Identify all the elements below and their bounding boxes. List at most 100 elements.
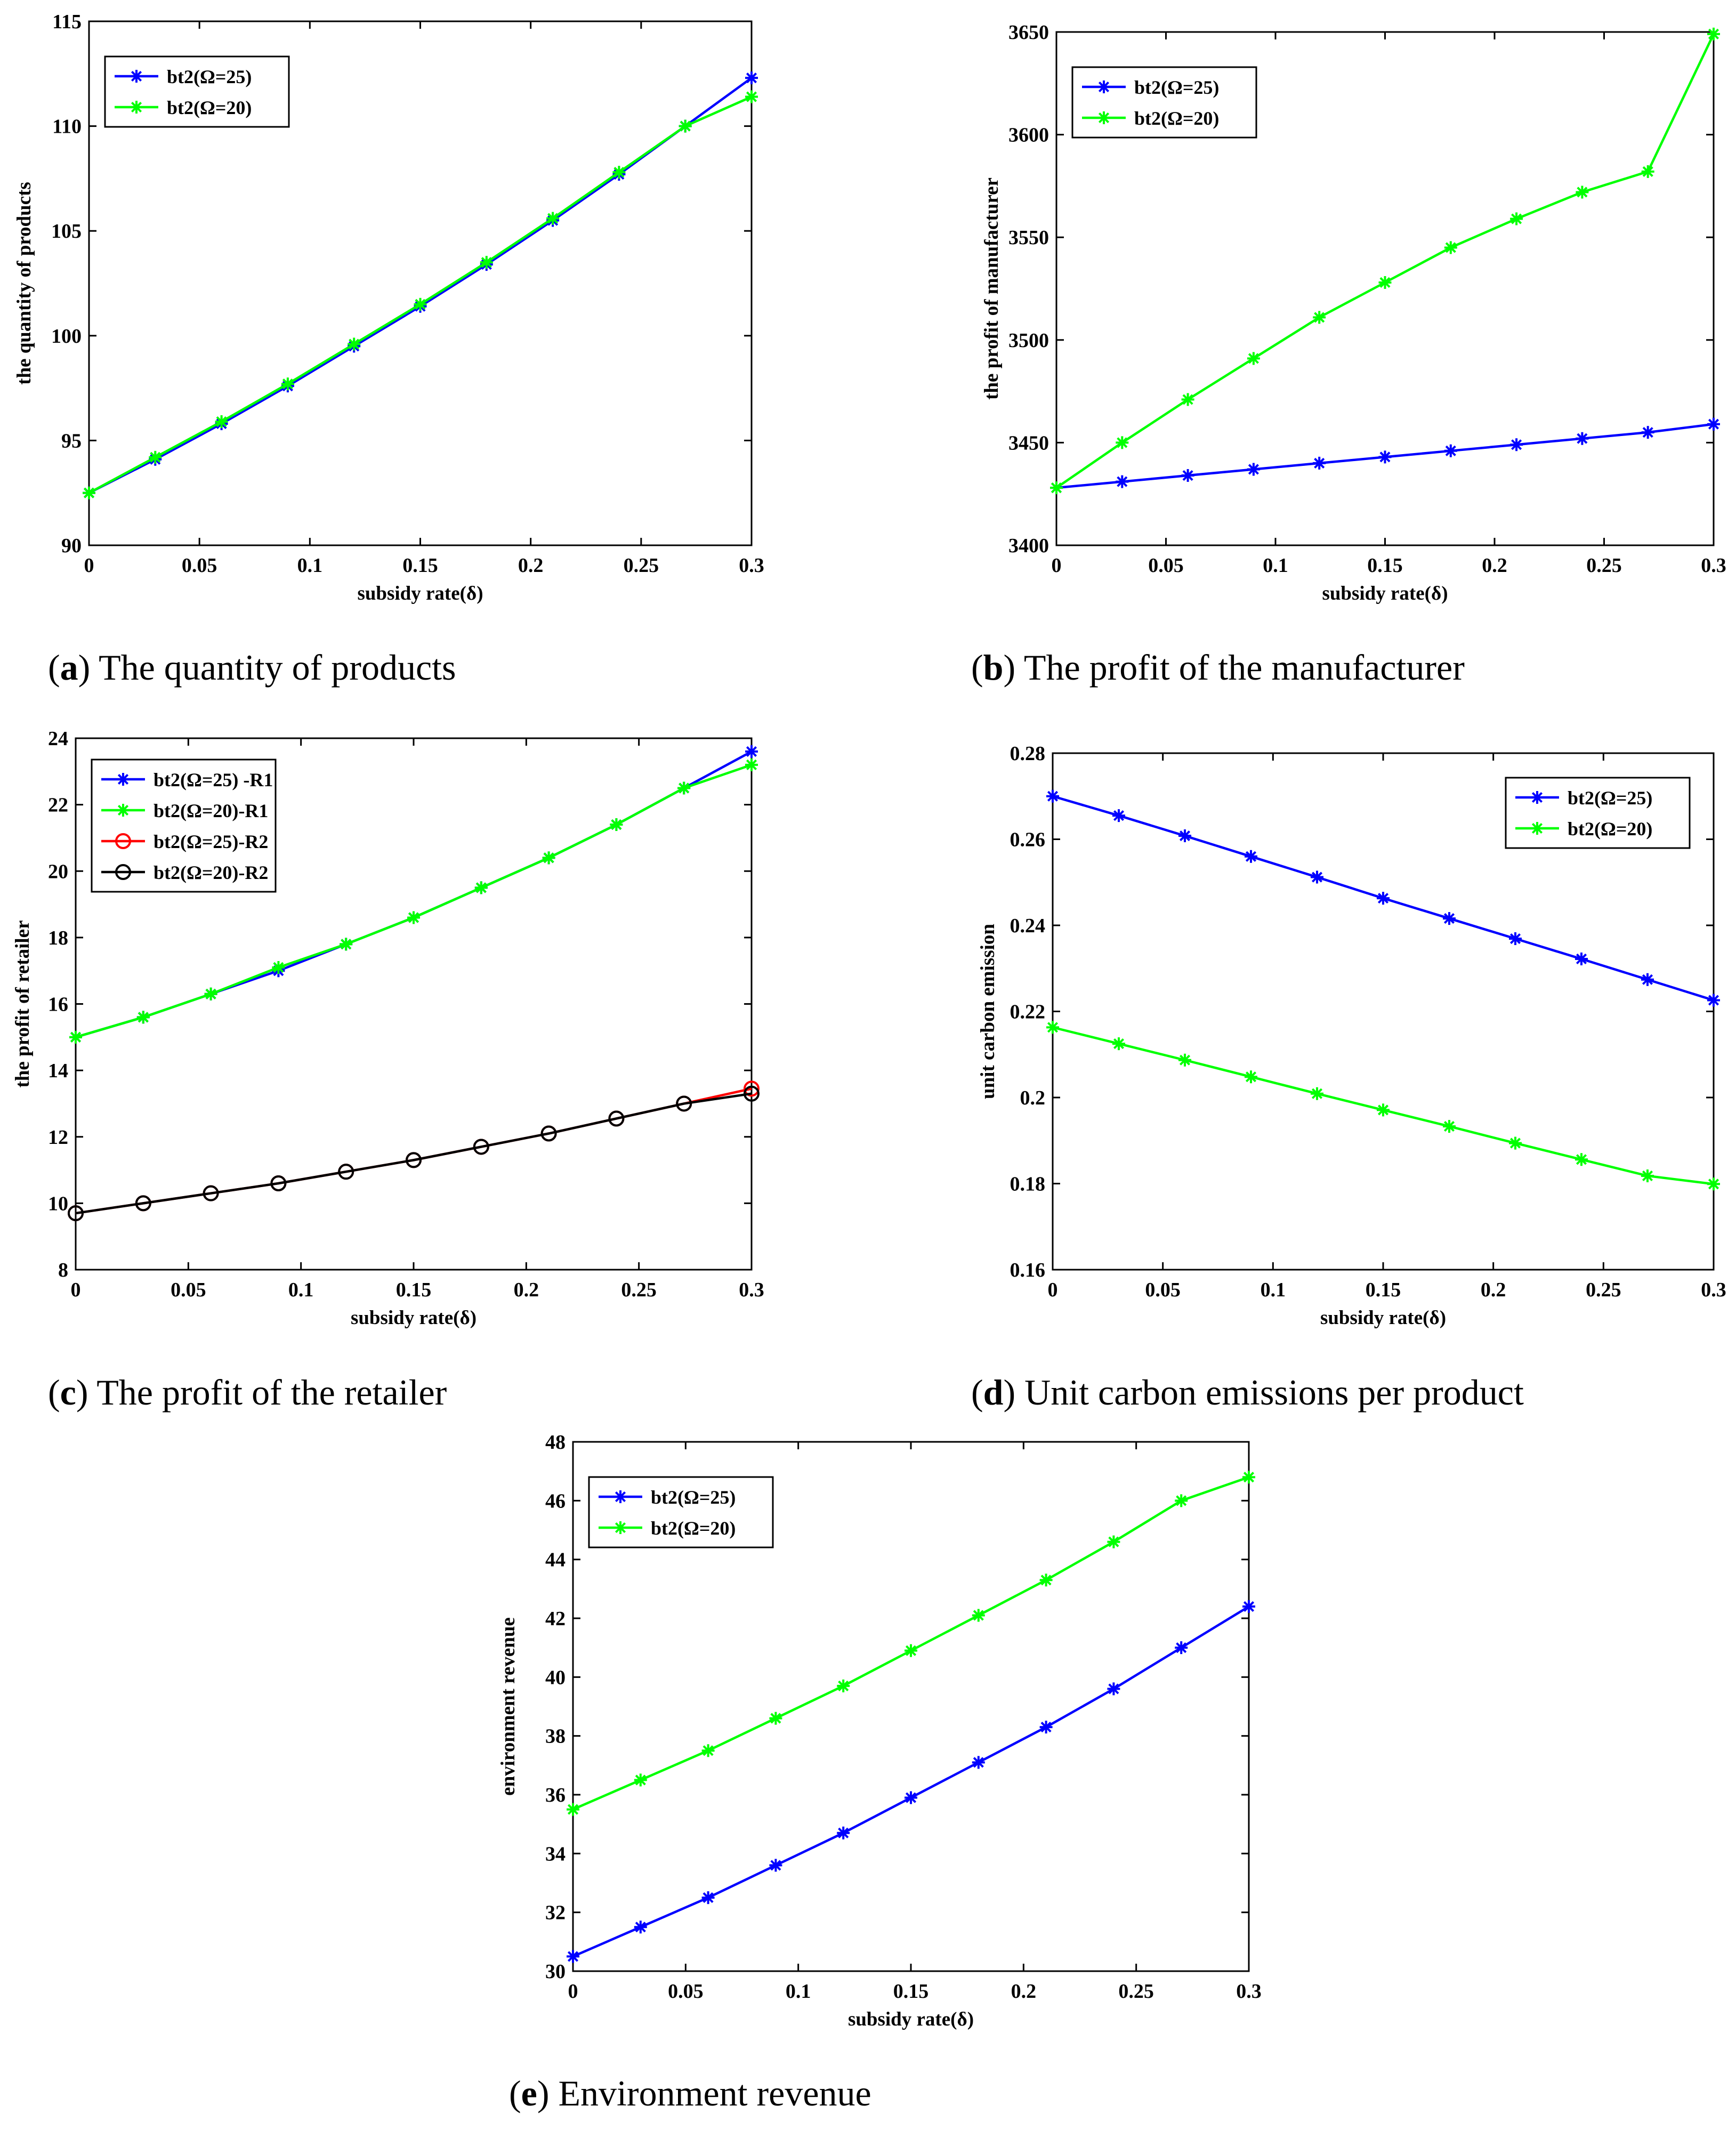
x-axis-label: subsidy rate(δ) xyxy=(1322,583,1448,604)
legend-entry-label: bt2(Ω=25) xyxy=(651,1487,736,1508)
x-tick-label: 0.3 xyxy=(1701,1279,1726,1301)
data-point-star xyxy=(1039,1574,1053,1587)
y-tick-label: 0.2 xyxy=(1020,1087,1046,1109)
y-tick-label: 3500 xyxy=(1008,329,1049,352)
x-tick-label: 0.2 xyxy=(518,554,544,577)
y-axis-label: the profit of retailer xyxy=(12,920,34,1087)
caption-letter: c xyxy=(60,1372,76,1413)
data-point-star xyxy=(567,1803,579,1816)
legend-entry-label: bt2(Ω=20) xyxy=(1568,818,1652,840)
y-tick-label: 46 xyxy=(545,1490,566,1512)
y-tick-label: 48 xyxy=(545,1431,566,1454)
data-point-star xyxy=(1245,850,1257,863)
x-tick-label: 0.15 xyxy=(1366,1279,1401,1301)
data-point-circle xyxy=(68,1205,84,1222)
x-tick-label: 0 xyxy=(71,1279,81,1301)
legend-marker-star xyxy=(1097,80,1110,93)
data-point-star xyxy=(1175,1641,1188,1655)
legend-marker-star xyxy=(130,101,143,114)
data-point-star xyxy=(1641,1169,1654,1182)
legend: bt2(Ω=25) bt2(Ω=20) xyxy=(588,1476,774,1548)
series-1 xyxy=(1046,789,1720,1007)
panel-caption: (a) The quantity of products xyxy=(48,647,456,688)
data-point-star xyxy=(1576,432,1589,445)
y-tick-label: 0.22 xyxy=(1010,1001,1046,1023)
legend: bt2(Ω=25) bt2(Ω=20) xyxy=(1505,777,1691,849)
data-point-star xyxy=(1039,1721,1053,1734)
data-point-circle xyxy=(540,1125,557,1142)
y-tick-label: 95 xyxy=(61,430,82,452)
data-point-star xyxy=(474,881,488,894)
series-2 xyxy=(1046,1021,1720,1191)
data-point-star xyxy=(745,745,758,758)
x-tick-label: 0.25 xyxy=(1118,1980,1154,2003)
y-tick-label: 14 xyxy=(48,1060,68,1082)
legend-entry-label: bt2(Ω=25) -R1 xyxy=(154,769,273,790)
data-point-star xyxy=(1378,276,1392,289)
x-tick-label: 0.05 xyxy=(182,554,217,577)
caption-letter: e xyxy=(521,2073,537,2113)
data-point-star xyxy=(1247,352,1260,365)
legend-entry-label: bt2(Ω=20) xyxy=(167,97,252,118)
data-point-star xyxy=(1178,1053,1191,1067)
x-tick-label: 0 xyxy=(1052,554,1062,577)
data-point-star xyxy=(348,337,361,351)
y-tick-label: 40 xyxy=(545,1666,566,1689)
data-point-star xyxy=(1510,438,1523,451)
data-point-star xyxy=(204,987,217,1001)
data-point-star xyxy=(1377,1103,1390,1117)
data-point-circle xyxy=(338,1164,354,1180)
y-tick-label: 0.28 xyxy=(1010,743,1046,765)
y-tick-label: 36 xyxy=(545,1784,566,1806)
data-point-star xyxy=(1050,481,1063,495)
data-point-star xyxy=(1707,994,1720,1007)
data-point-star xyxy=(1313,311,1326,324)
chart-panel-a: 0 0.05 0.1 0.15 0.2 0.25 0.3 90 95 100 105 110 115 su… xyxy=(13,11,764,688)
data-point-star xyxy=(1181,393,1194,406)
panel-caption: (e) Environment revenue xyxy=(509,2073,871,2113)
series-2 xyxy=(1050,27,1720,495)
x-tick-label: 0.3 xyxy=(739,554,764,577)
y-tick-label: 105 xyxy=(51,220,82,243)
y-tick-label: 3450 xyxy=(1008,432,1049,454)
legend: bt2(Ω=25) bt2(Ω=20) xyxy=(1071,66,1257,139)
x-tick-label: 0.05 xyxy=(668,1980,704,2003)
legend-box xyxy=(1071,66,1257,139)
x-tick-label: 0 xyxy=(84,554,94,577)
data-point-circle xyxy=(406,1152,422,1168)
y-tick-label: 12 xyxy=(48,1126,68,1149)
data-point-star xyxy=(1311,870,1323,884)
x-tick-label: 0.1 xyxy=(1263,554,1288,577)
x-tick-label: 0.25 xyxy=(624,554,659,577)
legend-marker-star xyxy=(117,773,130,786)
data-point-star xyxy=(1311,1087,1323,1100)
y-tick-label: 38 xyxy=(545,1725,566,1748)
caption-close-paren: ) xyxy=(76,1372,88,1413)
data-point-star xyxy=(1444,241,1457,254)
data-point-star xyxy=(272,961,285,974)
x-tick-label: 0.25 xyxy=(621,1279,657,1301)
data-point-star xyxy=(1509,932,1522,946)
y-tick-label: 22 xyxy=(48,794,68,817)
y-tick-label: 42 xyxy=(545,1608,566,1630)
data-point-circle xyxy=(676,1095,692,1112)
x-tick-label: 0.05 xyxy=(1148,554,1184,577)
data-point-star xyxy=(1242,1600,1255,1613)
x-tick-label: 0.25 xyxy=(1586,1279,1621,1301)
x-tick-label: 0.05 xyxy=(171,1279,206,1301)
y-tick-label: 115 xyxy=(52,11,82,33)
caption-open-paren: ( xyxy=(971,647,983,688)
data-point-star xyxy=(1378,450,1392,464)
x-tick-label: 0.25 xyxy=(1586,554,1622,577)
y-tick-label: 3400 xyxy=(1008,535,1049,557)
data-point-star xyxy=(281,377,294,391)
caption-letter: a xyxy=(60,647,78,688)
y-tick-label: 8 xyxy=(58,1259,68,1281)
legend-marker-star xyxy=(130,70,143,83)
data-point-star xyxy=(1707,417,1720,431)
legend-marker-star xyxy=(614,1490,627,1503)
x-tick-label: 0 xyxy=(568,1980,578,2003)
y-tick-label: 0.16 xyxy=(1010,1259,1046,1281)
data-point-star xyxy=(414,297,427,311)
caption-text: The profit of the manufacturer xyxy=(1015,647,1465,688)
